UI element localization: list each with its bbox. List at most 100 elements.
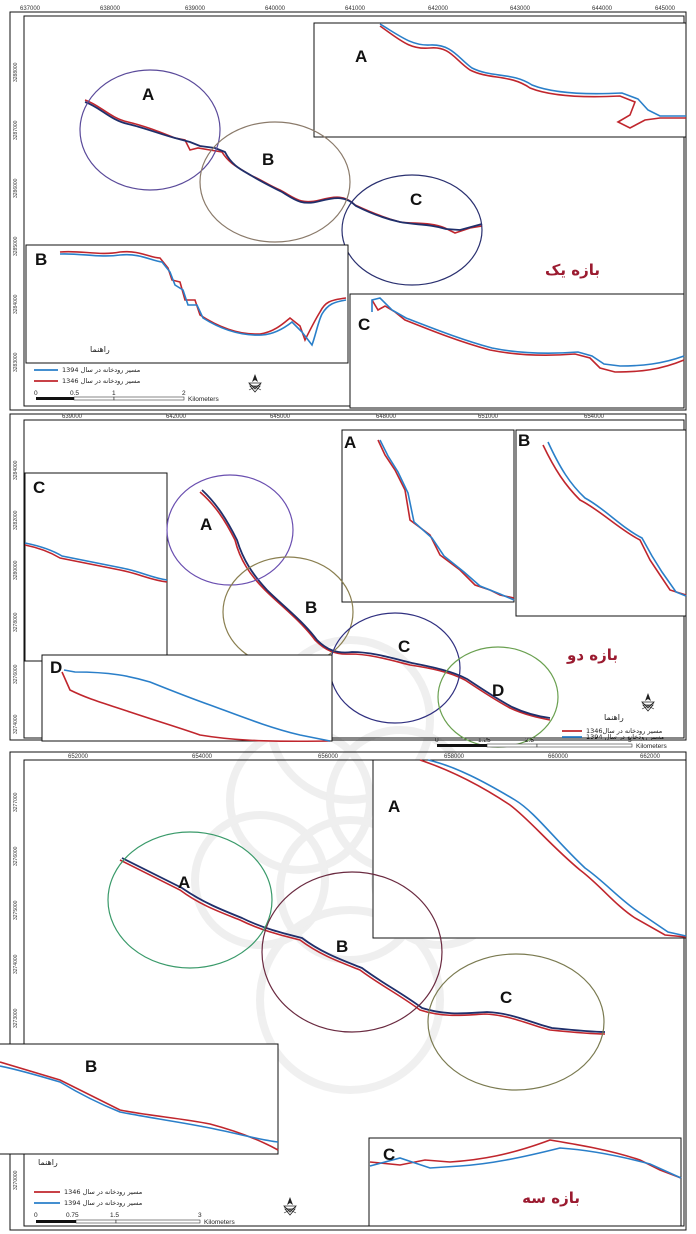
circle-b	[261, 871, 443, 1033]
legend-item-1346: مسیر رودخانه در سال 1346	[62, 377, 140, 385]
scale-unit: Kilometers	[636, 743, 667, 750]
legend-title: راهنما	[90, 345, 110, 354]
north-arrow-icon	[283, 1196, 297, 1216]
inset-c: C	[349, 293, 685, 409]
main-river	[119, 857, 606, 1035]
y-tick: 3274000	[13, 714, 19, 734]
scale-label: 0	[34, 1212, 38, 1219]
y-tick: 3285000	[13, 236, 19, 256]
scale-bar: 0 0.75 1.5 3 Kilometers	[34, 1212, 235, 1226]
circle-label: A	[178, 873, 190, 892]
y-tick: 3287000	[13, 120, 19, 140]
circle-a	[107, 831, 273, 969]
inset-d: D	[41, 654, 333, 743]
x-tick: 640000	[265, 6, 286, 12]
circle-a	[166, 474, 294, 586]
circle-label: A	[200, 515, 212, 534]
x-tick: 642000	[428, 6, 449, 12]
x-tick: 645000	[655, 6, 676, 12]
circle-label: C	[410, 190, 422, 209]
y-tick: 3286000	[13, 178, 19, 198]
inset-label: B	[518, 431, 530, 450]
y-tick: 3288000	[13, 62, 19, 82]
x-tick: 651000	[478, 414, 499, 420]
y-tick: 3276000	[13, 664, 19, 684]
circle-label: B	[336, 937, 348, 956]
circle-a	[79, 69, 221, 191]
inset-label: B	[85, 1057, 97, 1076]
main-river	[199, 489, 551, 721]
legend-item-1394: مسیر رودخانه در سال 1394	[64, 1199, 142, 1207]
y-tick: 3284000	[13, 294, 19, 314]
legend: مسیر رودخانه در سال 1394 مسیر رودخانه در…	[34, 366, 140, 385]
circle-b	[199, 121, 351, 243]
x-tick-labels: 637000 638000 639000 640000 641000 64200…	[20, 6, 676, 12]
inset-c: C	[24, 472, 168, 662]
scale-label: 1.25	[478, 737, 491, 744]
scale-label: 2	[182, 390, 186, 397]
x-tick: 652000	[68, 754, 89, 760]
inset-b: B	[515, 429, 687, 617]
panel-reach-3: 652000 654000 656000 658000 660000 66200…	[0, 751, 687, 1231]
scale-label: 5	[628, 737, 632, 744]
panel-title: بازه دو	[566, 646, 618, 664]
x-tick-labels: 652000 654000 656000 658000 660000 66200…	[68, 754, 661, 760]
circle-label: C	[500, 988, 512, 1007]
x-tick: 644000	[592, 6, 613, 12]
scale-label: 0.5	[70, 390, 79, 397]
y-tick: 3283000	[13, 352, 19, 372]
circle-label: A	[142, 85, 154, 104]
y-tick: 3270000	[13, 1170, 19, 1190]
x-tick: 642000	[166, 414, 187, 420]
scale-label: 1	[112, 390, 116, 397]
x-tick: 658000	[444, 754, 465, 760]
scale-bar: 0 0.5 1 2 Kilometers	[34, 390, 219, 403]
circle-label: B	[262, 150, 274, 169]
scale-label: 0	[435, 737, 439, 744]
legend-title: راهنما	[604, 713, 624, 722]
circle-c	[427, 953, 605, 1091]
circle-label: C	[398, 637, 410, 656]
legend-item-1394: مسیر رودخانه در سال 1394	[586, 733, 664, 741]
x-tick: 654000	[192, 754, 213, 760]
y-tick-labels: 3288000 3287000 3286000 3285000 3284000 …	[13, 62, 19, 372]
inset-label: C	[358, 315, 370, 334]
x-tick: 656000	[318, 754, 339, 760]
y-tick: 3277000	[13, 792, 19, 812]
y-tick: 3280000	[13, 560, 19, 580]
scale-label: 3	[198, 1212, 202, 1219]
legend: مسیر رودخانه در سال 1346 مسیر رودخانه در…	[34, 1188, 142, 1207]
x-tick: 638000	[100, 6, 121, 12]
legend-item-1394: مسیر رودخانه در سال 1394	[62, 366, 140, 374]
inset-c: C	[368, 1137, 682, 1227]
panel-title: بازه یک	[545, 261, 600, 279]
y-tick: 3274000	[13, 954, 19, 974]
inset-label: B	[35, 250, 47, 269]
x-tick: 648000	[376, 414, 397, 420]
panel-reach-2: 639000 642000 645000 648000 651000 65400…	[9, 413, 687, 750]
panel-frame	[9, 11, 687, 411]
circle-c	[341, 174, 483, 286]
x-tick: 660000	[548, 754, 569, 760]
inset-b: B	[0, 1043, 279, 1155]
x-tick: 643000	[510, 6, 531, 12]
scale-label: 0	[34, 390, 38, 397]
legend-title: راهنما	[38, 1158, 58, 1167]
x-tick: 654000	[584, 414, 605, 420]
x-tick: 641000	[345, 6, 366, 12]
y-tick: 3275000	[13, 900, 19, 920]
inset-label: D	[50, 658, 62, 677]
inset-b: B راهنما	[25, 244, 349, 364]
x-tick: 645000	[270, 414, 291, 420]
main-river	[84, 99, 483, 234]
panel-title: بازه سه	[522, 1189, 580, 1207]
circle-label: D	[492, 681, 504, 700]
x-tick: 639000	[185, 6, 206, 12]
y-tick: 3284000	[13, 460, 19, 480]
scale-bar: 0 1.25 2.5 5 Kilometers	[435, 737, 667, 750]
scale-label: 1.5	[110, 1212, 119, 1219]
legend-item-1346: مسیر رودخانه در سال 1346	[64, 1188, 142, 1196]
y-tick: 3282000	[13, 510, 19, 530]
y-tick: 3278000	[13, 612, 19, 632]
